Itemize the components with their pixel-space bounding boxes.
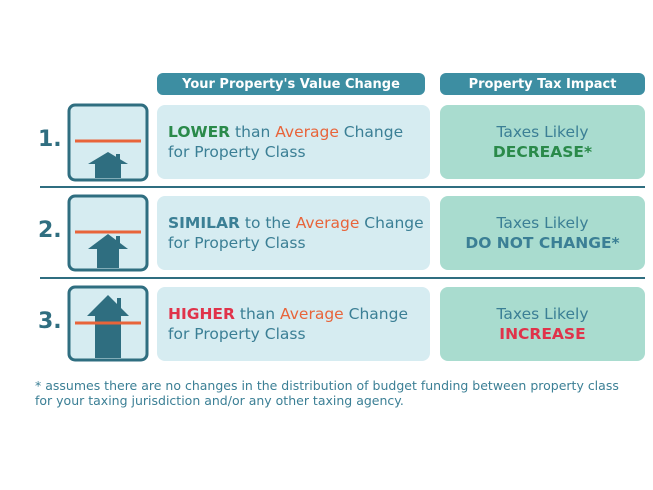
row-number: 3. (38, 309, 62, 334)
header: Your Property's Value Change (157, 73, 425, 95)
row-number: 2. (38, 218, 62, 243)
value-change-text: to the (239, 214, 296, 232)
tax-impact-line: Taxes Likely (496, 123, 589, 141)
tax-impact-box: Taxes Likely DECREASE* (440, 105, 645, 179)
tax-impact-result: DO NOT CHANGE* (465, 234, 620, 252)
value-change-text: Change (343, 305, 408, 323)
footnote-line: * assumes there are no changes in the di… (35, 378, 619, 393)
tax-impact-result: DECREASE* (492, 143, 593, 161)
value-change-box: SIMILAR to the Average Change for Propert… (157, 196, 430, 270)
separator (40, 277, 645, 279)
header: Property Tax Impact (440, 73, 645, 95)
value-change-text: than (230, 123, 276, 141)
separator (40, 186, 645, 188)
value-change-text: HIGHER (168, 305, 235, 323)
value-change-text: Change (338, 123, 404, 141)
value-change-text: Average (280, 305, 344, 323)
value-change-text: than (234, 305, 281, 323)
icon-higher (67, 285, 149, 362)
value-change-box: LOWER than Average Change for Property Cl… (157, 105, 430, 179)
tax-impact-box: Taxes Likely DO NOT CHANGE* (440, 196, 645, 270)
icon-similar (67, 194, 149, 272)
value-change-text: Average (295, 214, 360, 232)
value-change-line: for Property Class (168, 325, 306, 343)
value-change-text: Average (275, 123, 339, 141)
tax-impact-result: INCREASE (499, 325, 586, 343)
tax-impact-box: Taxes Likely INCREASE (440, 287, 645, 361)
tax-impact-line: Taxes Likely (496, 305, 589, 323)
footnote: * assumes there are no changes in the di… (35, 378, 653, 408)
value-change-text: LOWER (168, 123, 231, 141)
value-change-line: for Property Class (168, 143, 306, 161)
value-change-text: SIMILAR (168, 214, 240, 232)
value-change-line: for Property Class (168, 234, 306, 252)
value-change-line: HIGHER than Average Change (168, 304, 420, 324)
footnote-line: for your taxing jurisdiction and/or any … (35, 393, 404, 408)
value-change-text: Change (359, 214, 424, 232)
icon-lower (67, 103, 149, 182)
value-change-line: LOWER than Average Change (168, 122, 420, 142)
tax-impact-line: Taxes Likely (496, 214, 589, 232)
value-change-box: HIGHER than Average Change for Property C… (157, 287, 430, 361)
row-number: 1. (38, 127, 62, 152)
value-change-line: SIMILAR to the Average Change (168, 213, 424, 233)
